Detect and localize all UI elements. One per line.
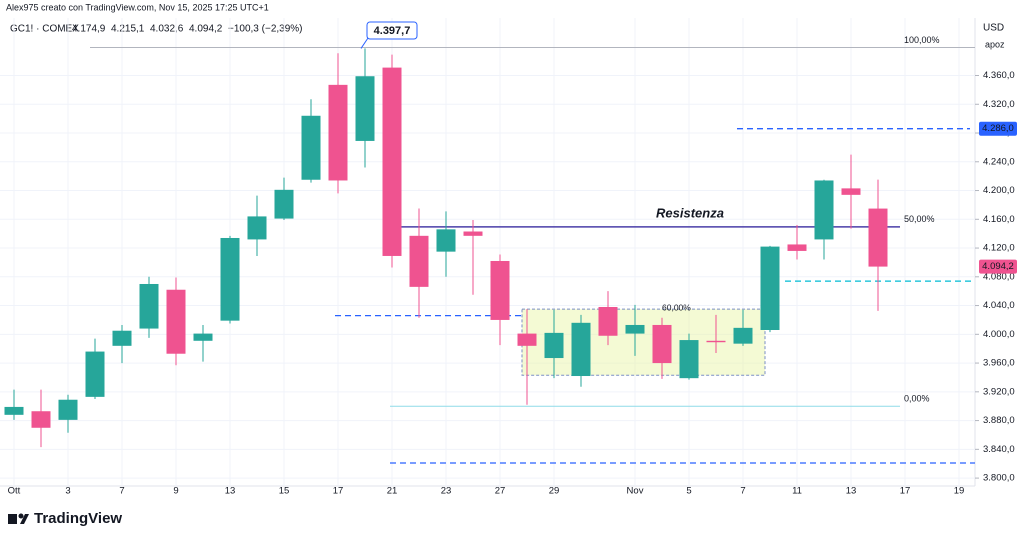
candle-body [733, 327, 753, 344]
candle-body [328, 84, 348, 181]
candle-body [868, 208, 888, 267]
candle-body [760, 246, 780, 330]
logo-mark [18, 513, 24, 519]
candle-body [463, 231, 483, 236]
x-tick-label: 21 [387, 486, 398, 497]
ohlc-value: 4.032,6 [150, 24, 184, 35]
y-tick-label: 3.880,0 [983, 415, 1015, 426]
y-tick-label: 4.120,0 [983, 243, 1015, 254]
x-tick-label: 19 [954, 486, 965, 497]
price-tag-label: 4.286,0 [982, 123, 1014, 134]
candle-body [490, 260, 510, 320]
price-tag [979, 121, 1017, 136]
candle-body [166, 289, 186, 354]
candle-body [193, 333, 213, 341]
price-tag-label: 4.094,2 [982, 261, 1014, 272]
candle-body [355, 76, 375, 141]
x-tick-label: 27 [495, 486, 506, 497]
y-tick-label: 4.160,0 [983, 214, 1015, 225]
price-tag [979, 259, 1017, 274]
y-tick-label: 4.080,0 [983, 271, 1015, 282]
candle-body [85, 351, 105, 397]
x-tick-label: Ott [8, 486, 21, 497]
candle-body [814, 180, 834, 240]
x-tick-label: 11 [792, 486, 802, 497]
candle-body [247, 216, 267, 240]
candle-body [598, 306, 618, 336]
candle-body [409, 235, 429, 287]
fib-label: 100,00% [904, 35, 940, 45]
x-tick-label: Nov [627, 486, 644, 497]
x-tick-label: 17 [900, 486, 911, 497]
logo [8, 513, 29, 524]
fib-label: 50,00% [904, 214, 935, 224]
y-tick-label: 3.960,0 [983, 358, 1015, 369]
fib-label: 0,00% [904, 394, 930, 404]
candle-body [679, 340, 699, 379]
candle-body [652, 324, 672, 364]
candle-body [274, 189, 294, 219]
candle-body [139, 283, 159, 329]
box-label: 60,00% [662, 302, 691, 312]
y-tick-label: 3.920,0 [983, 386, 1015, 397]
x-tick-label: 3 [65, 486, 70, 497]
candle-body [112, 330, 132, 346]
symbol: GC1! · COMEX [10, 24, 79, 35]
y-tick-label: 4.240,0 [983, 156, 1015, 167]
callout-label: 4.397,7 [374, 25, 411, 37]
currency: USD [983, 23, 1004, 34]
logo-mark [20, 514, 29, 524]
y-tick-label: 4.000,0 [983, 329, 1015, 340]
author: Alex975 creato con TradingView.com, Nov … [6, 2, 269, 12]
x-tick-label: 7 [740, 486, 745, 497]
candle-body [58, 399, 78, 420]
x-tick-label: 5 [686, 486, 691, 497]
x-tick-label: 13 [846, 486, 857, 497]
scale-label: apoz [985, 39, 1005, 49]
x-tick-label: 15 [279, 486, 290, 497]
candle-body [4, 406, 24, 415]
ohlc-value: 4.174,9 [72, 24, 106, 35]
change: −100,3 (−2,39%) [228, 24, 303, 35]
y-tick-label: 4.360,0 [983, 70, 1015, 81]
candle-body [787, 244, 807, 251]
y-tick-label: 3.800,0 [983, 473, 1015, 484]
candle-body [220, 237, 240, 321]
candle-body [544, 332, 564, 359]
resistance-label: Resistenza [656, 205, 724, 220]
candle-body [517, 333, 537, 346]
candle-body [382, 67, 402, 256]
callout-pointer [360, 37, 369, 49]
x-tick-label: 29 [549, 486, 560, 497]
ohlc-value: 4.094,2 [189, 24, 223, 35]
candle-body [571, 322, 591, 377]
ohlc-values: 4.174,9 4.215,1 4.032,6 4.094,2 −100,3 (−2,3… [72, 24, 303, 35]
candle-body [841, 188, 861, 195]
y-tick-label: 4.320,0 [983, 99, 1015, 110]
brand: TradingView [34, 510, 122, 527]
candle-body [31, 411, 51, 428]
y-tick-label: 3.840,0 [983, 444, 1015, 455]
x-tick-label: 23 [441, 486, 452, 497]
candle-body [625, 324, 645, 334]
ohlc-value: 4.215,1 [111, 24, 145, 35]
callout-box [366, 21, 418, 40]
x-tick-label: 13 [225, 486, 236, 497]
y-tick-label: 4.200,0 [983, 185, 1015, 196]
x-tick-label: 17 [333, 486, 344, 497]
candle-body [301, 115, 321, 180]
logo-mark [8, 514, 17, 524]
candle-body [436, 229, 456, 252]
x-tick-label: 9 [173, 486, 178, 497]
y-tick-label: 4.040,0 [983, 300, 1015, 311]
x-tick-label: 7 [119, 486, 124, 497]
candle-body [706, 340, 726, 343]
